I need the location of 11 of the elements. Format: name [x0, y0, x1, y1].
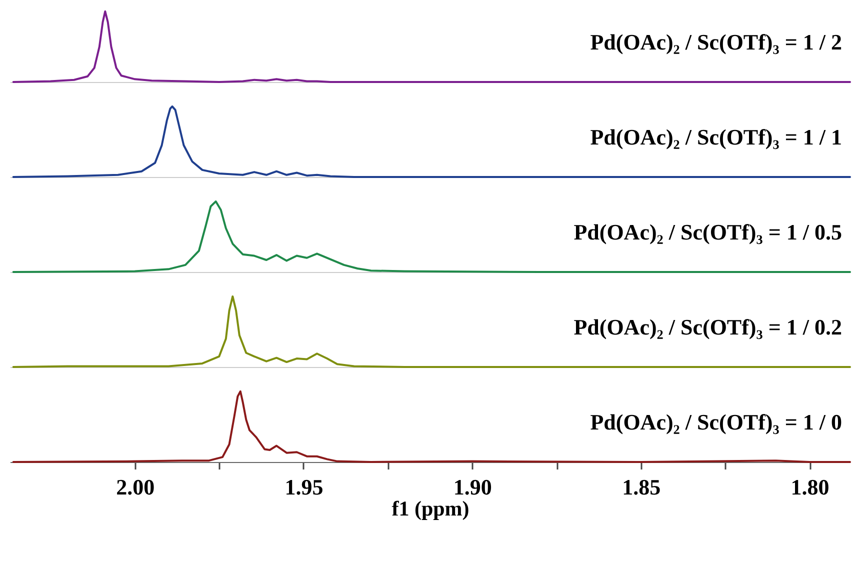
x-tick-label: 1.80 — [790, 474, 830, 500]
x-tick-label: 1.90 — [453, 474, 492, 500]
series-label: Pd(OAc)₂ / Sc(OTf)₃ = 1 / 0.2 — [574, 314, 842, 340]
x-tick-label: 1.95 — [284, 474, 324, 500]
series-label: Pd(OAc)₂ / Sc(OTf)₃ = 1 / 1 — [590, 124, 842, 150]
series-label: Pd(OAc)₂ / Sc(OTf)₃ = 1 / 0 — [590, 409, 842, 434]
x-axis-title: f1 (ppm) — [392, 496, 470, 520]
series-label: Pd(OAc)₂ / Sc(OTf)₃ = 1 / 0.5 — [574, 219, 842, 244]
x-tick-label: 1.85 — [622, 474, 661, 500]
series-label: Pd(OAc)₂ / Sc(OTf)₃ = 1 / 2 — [590, 29, 842, 54]
x-tick-label: 2.00 — [116, 474, 155, 500]
